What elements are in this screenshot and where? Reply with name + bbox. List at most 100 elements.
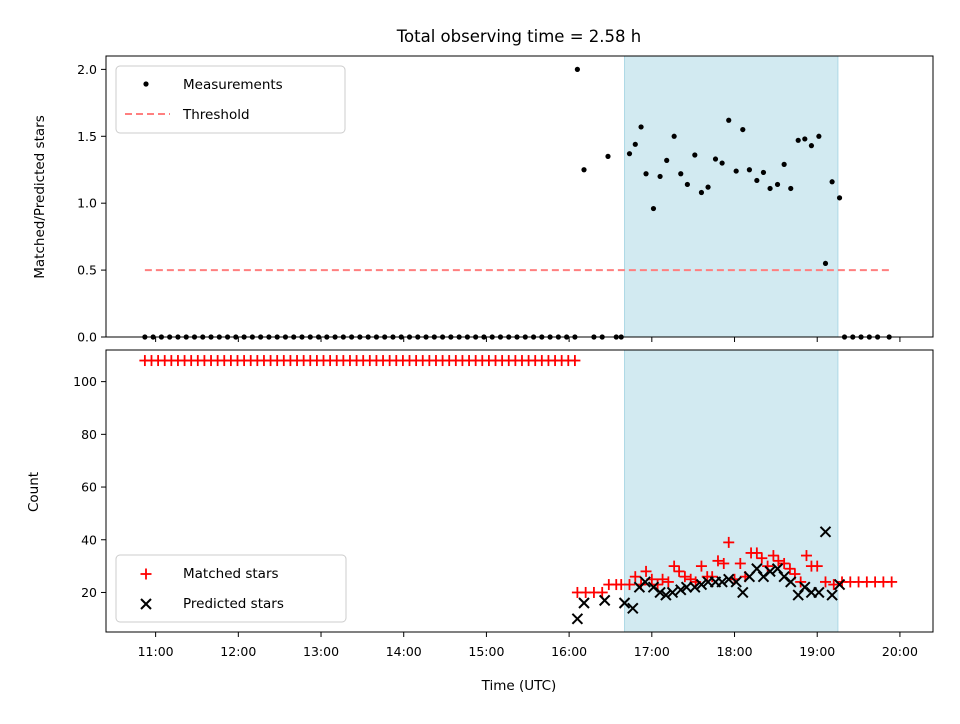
matched-star-point xyxy=(640,565,652,577)
matched-star-point xyxy=(623,579,635,591)
matched-star-point xyxy=(800,550,812,562)
matched-star-point xyxy=(772,555,784,567)
measurement-point xyxy=(638,124,644,130)
measurement-point xyxy=(712,156,719,162)
measurement-point xyxy=(836,195,843,201)
count-panel-x-tick-label: 16:00 xyxy=(551,644,587,659)
legend-predicted-marker xyxy=(140,598,152,610)
ratio-panel-y-tick-label: 0.5 xyxy=(77,263,97,278)
count-panel-x-tick-label: 17:00 xyxy=(634,644,670,659)
predicted-star-point xyxy=(737,586,749,599)
measurement-point xyxy=(746,167,753,173)
predicted-star-point xyxy=(639,576,651,588)
ratio-legend: Measurements Threshold xyxy=(115,65,346,134)
legend-predicted-label: Predicted stars xyxy=(183,596,284,612)
chart-title: Total observing time = 2.58 h xyxy=(396,27,641,46)
count-panel-y-tick-label: 80 xyxy=(81,427,97,442)
predicted-star-point xyxy=(689,581,701,593)
matched-star-point xyxy=(886,576,898,588)
measurement-point xyxy=(581,167,587,173)
predicted-star-point xyxy=(618,597,631,609)
matched-star-point xyxy=(569,355,581,367)
measurement-point xyxy=(626,151,633,157)
predicted-star-point xyxy=(654,586,666,599)
measurement-point xyxy=(605,153,611,159)
predicted-star-point xyxy=(813,586,825,599)
matched-star-point xyxy=(784,563,796,575)
measurement-point xyxy=(643,171,649,177)
measurement-point xyxy=(788,185,794,192)
measurement-point xyxy=(678,171,684,177)
count-panel-y-tick-label: 20 xyxy=(81,585,97,600)
ratio-panel-y-tick-label: 2.0 xyxy=(77,62,97,77)
legend-matched-label: Matched stars xyxy=(183,566,279,582)
predicted-star-point xyxy=(730,576,742,588)
count-panel-y-tick-label: 40 xyxy=(81,532,97,547)
count-panel-y-tick-label: 100 xyxy=(73,374,97,389)
measurement-point xyxy=(754,177,760,184)
matched-star-point xyxy=(662,576,674,588)
matched-star-point xyxy=(811,560,823,572)
measurement-point xyxy=(698,189,705,196)
count-panel-x-tick-label: 20:00 xyxy=(882,644,918,659)
legend-matched-marker xyxy=(140,568,152,580)
measurement-point xyxy=(795,137,801,143)
predicted-star-point xyxy=(627,602,639,614)
count-legend-box xyxy=(115,554,347,623)
count-panel-frame xyxy=(105,349,934,633)
measurement-point xyxy=(740,126,746,133)
measurement-point xyxy=(632,141,638,147)
matched-star-point xyxy=(723,536,735,548)
ratio-axis-label: Matched/Predicted stars xyxy=(32,115,48,278)
count-panel-x-tick-label: 18:00 xyxy=(717,644,753,659)
matched-star-point xyxy=(712,555,724,567)
matched-star-point xyxy=(734,557,746,569)
predicted-star-point xyxy=(716,576,728,588)
measurement-point xyxy=(684,181,690,188)
predicted-star-point xyxy=(826,589,838,601)
time-axis-label: Time (UTC) xyxy=(481,678,557,694)
measurement-point xyxy=(808,143,815,149)
ratio-panel: 0.0 0.5 1.0 1.5 2.0 Measurements Threshold xyxy=(77,55,934,345)
matched-star-point xyxy=(778,557,790,569)
predicted-star-point xyxy=(598,594,611,607)
measurement-point xyxy=(719,160,725,166)
count-axis-label: Count xyxy=(26,472,42,512)
matched-star-point xyxy=(668,560,680,572)
predicted-star-point xyxy=(764,565,776,578)
measurement-point xyxy=(671,133,677,139)
legend-threshold-label: Threshold xyxy=(182,107,250,123)
count-panel-x-tick-label: 11:00 xyxy=(138,644,174,659)
matched-star-point xyxy=(751,547,763,559)
count-legend: Matched stars Predicted stars xyxy=(115,554,347,623)
predicted-star-point xyxy=(660,589,672,601)
measurement-point xyxy=(774,181,781,188)
measurement-point xyxy=(822,260,829,267)
measurement-point xyxy=(657,173,663,180)
ratio-panel-y-tick-label: 1.5 xyxy=(77,129,97,144)
legend-measurements-marker xyxy=(143,81,149,87)
count-panel: 20 40 60 80 100 11:00 12:00 13:00 14:00 15:00 16:0… xyxy=(73,349,934,659)
ratio-panel-y-tick-label: 1.0 xyxy=(77,196,97,211)
measurement-point xyxy=(664,157,670,163)
count-panel-y-tick-label: 60 xyxy=(81,480,97,495)
measurement-point xyxy=(705,184,711,190)
measurement-point xyxy=(650,205,657,212)
measurement-point xyxy=(816,133,822,139)
matched-star-point xyxy=(695,560,707,572)
measurement-point xyxy=(767,185,773,192)
matched-star-point xyxy=(756,552,768,564)
matched-star-point xyxy=(673,565,685,577)
predicted-star-point xyxy=(695,578,708,591)
predicted-star-point xyxy=(675,584,687,596)
matched-star-point xyxy=(828,579,840,591)
ratio-panel-observing-span xyxy=(624,55,839,338)
measurement-point xyxy=(733,168,739,174)
count-panel-x-tick-label: 14:00 xyxy=(386,644,422,659)
matched-star-point xyxy=(718,557,730,569)
matched-star-point xyxy=(629,571,641,583)
legend-measurements-label: Measurements xyxy=(183,77,283,93)
count-panel-x-tick-label: 15:00 xyxy=(468,644,504,659)
count-panel-x-tick-label: 13:00 xyxy=(303,644,339,659)
